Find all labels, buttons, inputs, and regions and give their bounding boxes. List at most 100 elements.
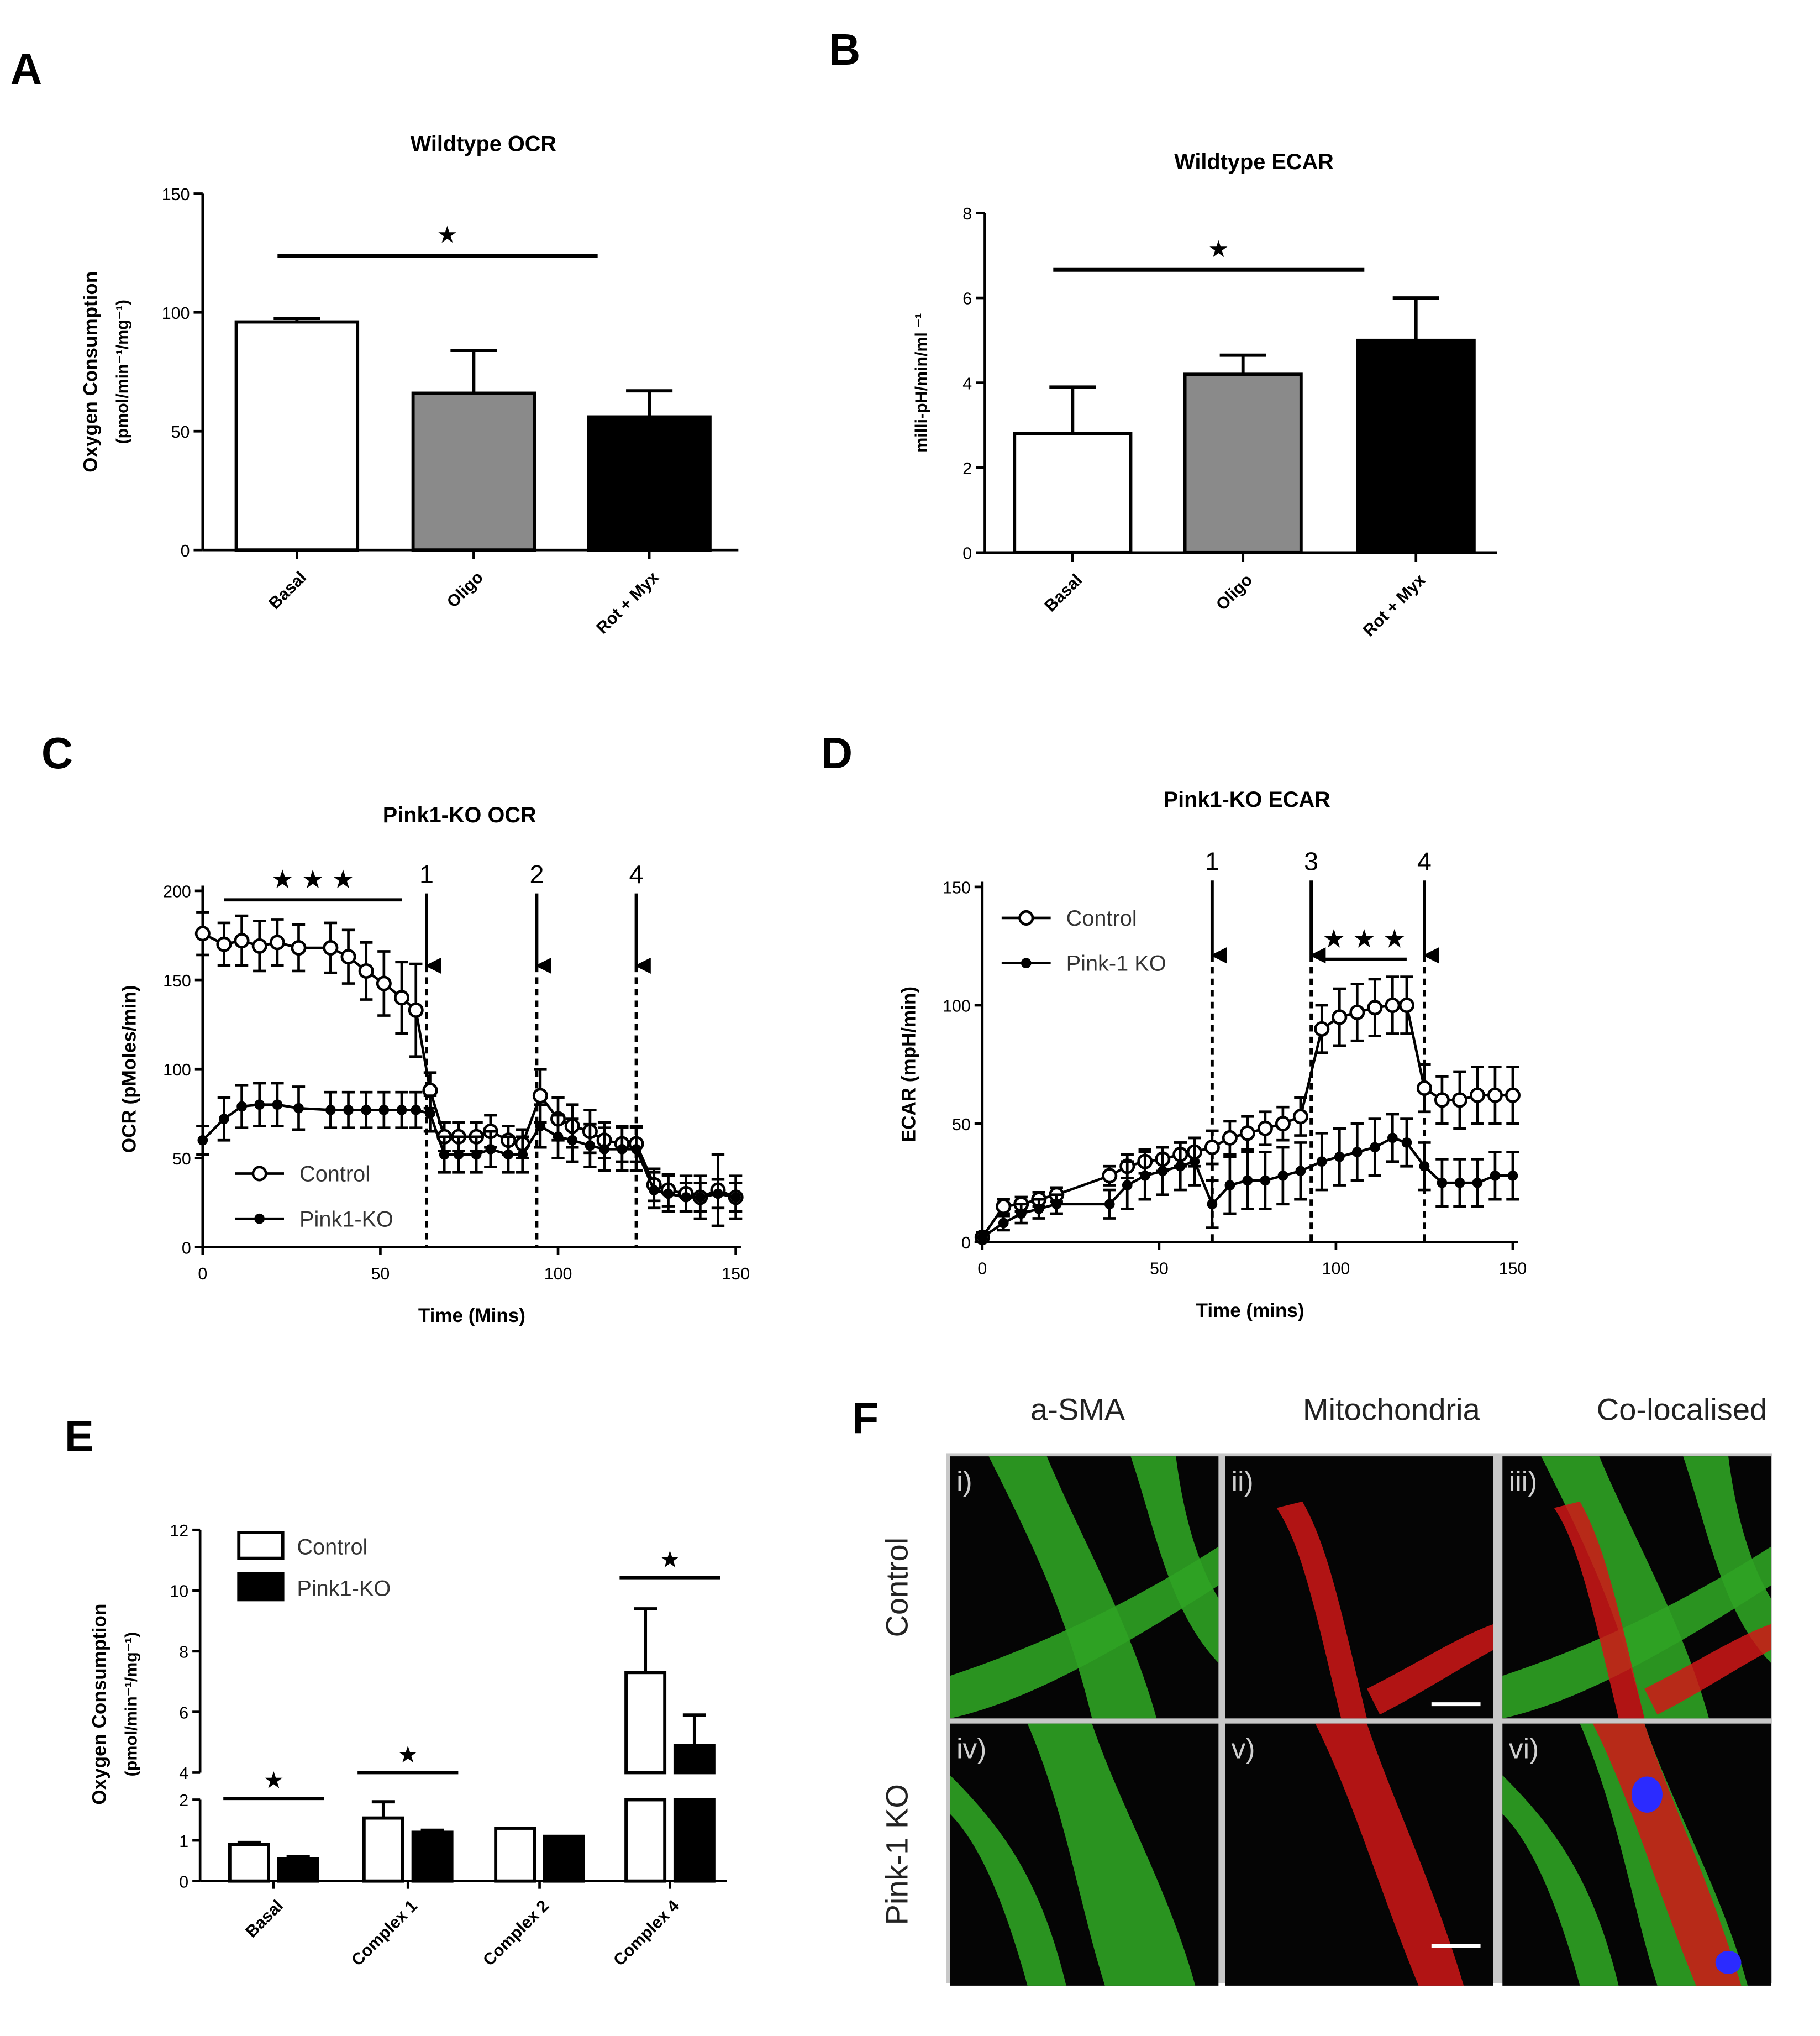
point-control (323, 940, 339, 956)
point-control (996, 1199, 1012, 1215)
point-ko (1316, 1156, 1327, 1167)
series-line-1 (202, 1103, 737, 1199)
mitochondria-signal (1592, 1723, 1742, 1986)
micrograph-tile: i) (950, 1456, 1219, 1719)
point-control (1367, 1000, 1383, 1016)
micrograph-tile: ii) (1225, 1456, 1493, 1719)
point-ko (977, 1232, 988, 1243)
y-axis-label: (pmol/min⁻¹/mg⁻¹) (123, 1632, 141, 1776)
x-tick-label: Complex 2 (480, 1897, 553, 1970)
point-ko (1472, 1177, 1483, 1188)
point-ko (599, 1144, 609, 1155)
legend-label: Control (299, 1162, 370, 1187)
y-tick-label: 0 (181, 542, 190, 560)
point-control (1257, 1120, 1273, 1136)
point-ko (1334, 1151, 1345, 1162)
panel-a: A Wildtype OCR 0 50 100 150 Oxygen Consumption… (10, 44, 739, 638)
y-tick-label: 100 (943, 998, 971, 1016)
x-tick-label: 100 (1322, 1260, 1350, 1278)
point-ko (1175, 1161, 1186, 1172)
x-tick-label: 100 (544, 1265, 572, 1283)
point-control (1222, 1130, 1238, 1146)
y-tick-label: 150 (943, 879, 971, 898)
point-ko (343, 1105, 354, 1115)
legend-marker (1021, 958, 1032, 969)
point-control (1505, 1087, 1521, 1103)
tile-label: i) (956, 1465, 972, 1497)
point-ko (1437, 1177, 1448, 1188)
point-control (251, 938, 267, 954)
actin-fibers (988, 1456, 1157, 1719)
bar-rot-myx (587, 415, 712, 552)
point-ko (439, 1149, 450, 1160)
y-tick-label: 12 (170, 1522, 188, 1540)
y-tick-label: 50 (171, 423, 190, 442)
micrograph-tile: iv) (950, 1723, 1219, 1986)
y-tick-label: 0 (961, 1234, 971, 1252)
panel-letter-e: E (65, 1411, 94, 1461)
point-control (532, 1088, 548, 1104)
bar-1-upper (673, 1744, 716, 1775)
bar-oligo (1183, 372, 1303, 554)
point-control (194, 926, 211, 942)
point-ko (681, 1192, 691, 1203)
point-ko (485, 1144, 496, 1155)
actin-fibers (1027, 1723, 1196, 1986)
injection-label: 4 (629, 860, 644, 889)
point-control (1332, 1009, 1348, 1025)
point-ko (378, 1105, 390, 1115)
significance-stars: ★ ★ ★ (1322, 925, 1406, 953)
point-control (1349, 1004, 1365, 1020)
nucleus (1715, 1950, 1742, 1974)
legend-label: Pink1-KO (299, 1207, 393, 1231)
actin-fibers (950, 1546, 1219, 1719)
panel-letter-a: A (10, 44, 42, 93)
x-tick-label: Rot + Myx (593, 568, 662, 637)
panel-letter-f: F (852, 1393, 879, 1442)
bar-1 (411, 1830, 454, 1883)
bar-0 (228, 1843, 270, 1883)
row-heading: Control (879, 1538, 914, 1638)
point-ko (254, 1099, 265, 1110)
point-ko (361, 1105, 372, 1115)
bar-basal (234, 320, 360, 552)
bar-1 (543, 1834, 585, 1883)
point-control (291, 940, 307, 956)
x-tick-label: Complex 1 (348, 1897, 421, 1970)
point-control (216, 936, 232, 952)
injection-label: 4 (1417, 847, 1432, 876)
x-tick-label: 150 (1499, 1260, 1527, 1278)
point-ko (663, 1188, 674, 1199)
point-ko (517, 1149, 528, 1160)
point-control (1385, 998, 1401, 1014)
y-tick-label: 8 (962, 205, 972, 223)
point-ko (713, 1188, 723, 1199)
chart-title: Wildtype OCR (411, 132, 556, 156)
point-ko (453, 1149, 464, 1160)
point-ko (219, 1114, 229, 1124)
significance-star: ★ (263, 1767, 284, 1793)
point-ko (1419, 1161, 1430, 1172)
chart-title: Pink1-KO ECAR (1164, 788, 1330, 812)
column-heading: Co-localised (1597, 1392, 1767, 1427)
bar-1-lower (673, 1798, 716, 1883)
panel-d: D Pink1-KO ECAR 0 50 100 150 0 50 100 150 Time (mi… (821, 728, 1527, 1321)
point-control (234, 933, 250, 949)
y-tick-label: 50 (952, 1116, 971, 1134)
point-ko (471, 1149, 482, 1160)
injection-label: 2 (529, 860, 544, 889)
bar-basal (1013, 432, 1133, 554)
legend-label: Control (1066, 906, 1137, 931)
point-control (340, 949, 356, 965)
column-heading: Mitochondria (1303, 1392, 1481, 1427)
actin-fibers (1502, 1546, 1771, 1719)
y-tick-label: 50 (172, 1150, 191, 1168)
point-control (358, 963, 374, 979)
point-ko (272, 1099, 283, 1110)
bar-1 (277, 1857, 319, 1883)
point-ko (1051, 1199, 1062, 1210)
point-ko (617, 1144, 628, 1155)
point-ko (411, 1105, 422, 1115)
panel-letter-d: D (821, 728, 853, 778)
point-ko (1490, 1171, 1501, 1181)
